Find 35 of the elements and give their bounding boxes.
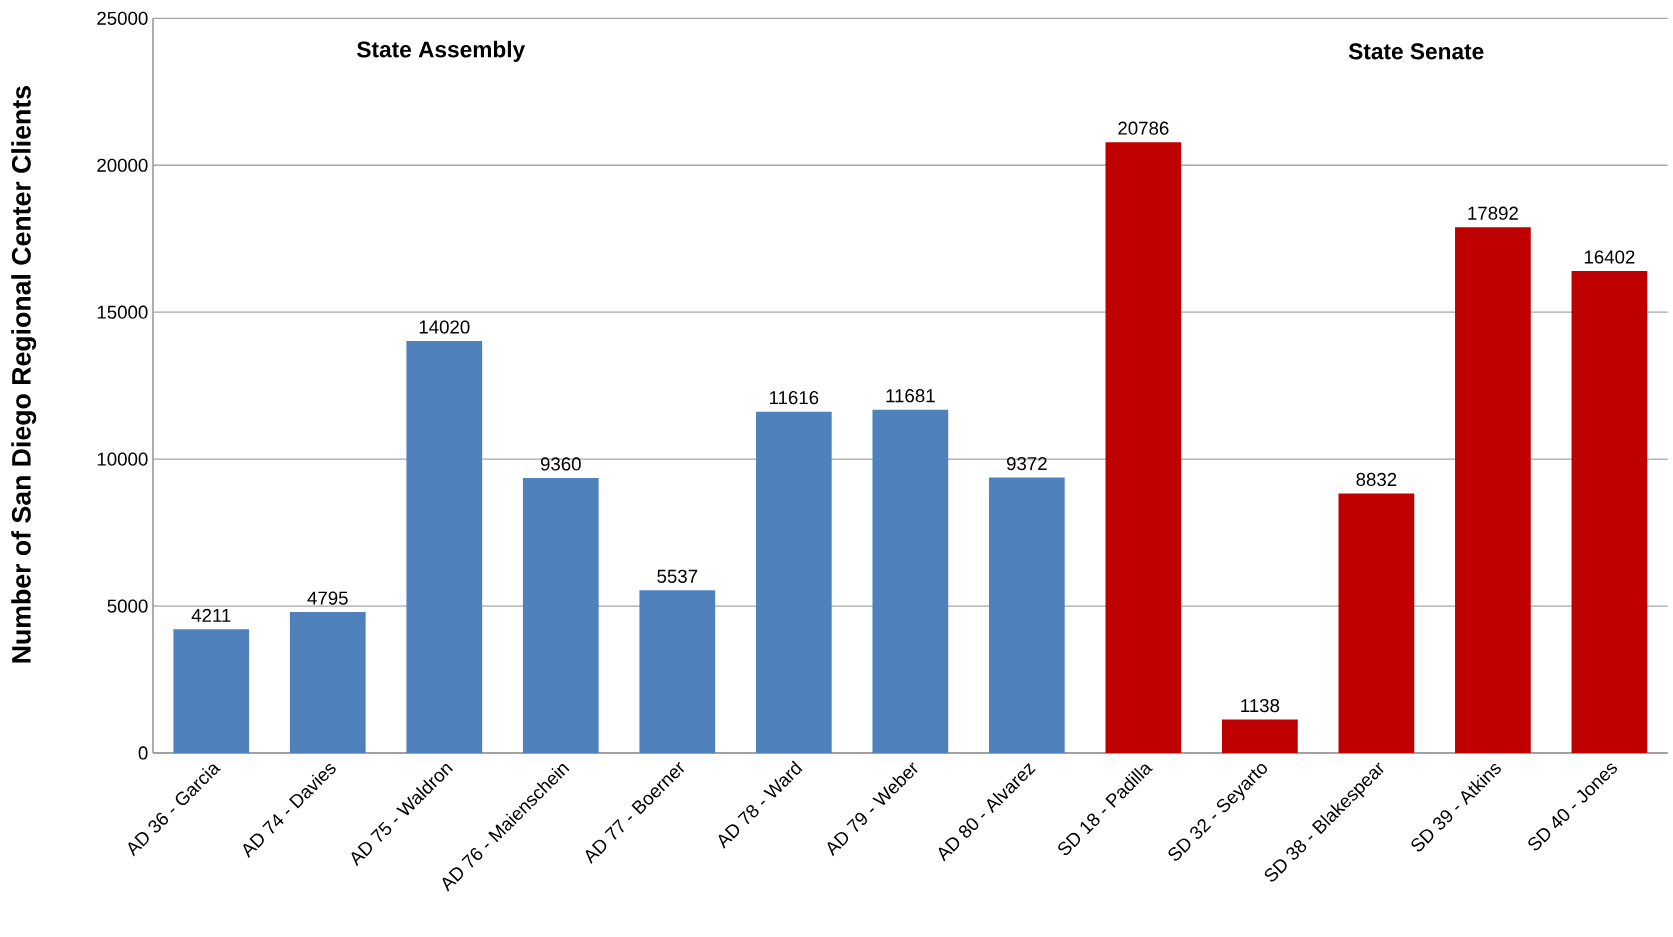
y-tick-label: 20000 (97, 158, 148, 172)
data-label: 11681 (886, 389, 935, 403)
bar (1105, 142, 1182, 753)
y-axis-title: Number of San Diego Regional Center Clients (11, 86, 37, 663)
y-tick-label: 15000 (97, 305, 148, 319)
bar (173, 629, 250, 753)
data-label: 8832 (1356, 472, 1397, 487)
bar (755, 411, 832, 753)
data-label: 4211 (191, 608, 231, 622)
y-tick-label: 5000 (107, 599, 148, 613)
data-label: 9372 (1006, 456, 1047, 471)
data-label: 11616 (769, 391, 819, 405)
bar (1571, 270, 1648, 753)
data-label: 14020 (419, 320, 470, 334)
annotation: State Senate (1348, 43, 1484, 60)
data-label: 9360 (540, 457, 581, 471)
y-tick-label: 10000 (97, 452, 148, 466)
bar (1222, 719, 1298, 753)
bar (872, 409, 949, 753)
data-label: 16402 (1584, 250, 1635, 264)
data-label: 17892 (1468, 206, 1518, 220)
bar (522, 477, 599, 753)
bar (289, 612, 366, 753)
annotation: State Assembly (357, 40, 526, 62)
data-label: 20786 (1118, 121, 1169, 135)
bar (1338, 493, 1415, 753)
bar (406, 340, 483, 753)
bar (1455, 227, 1531, 753)
bar (988, 477, 1065, 753)
y-tick-label: 25000 (97, 11, 148, 25)
data-label: 4795 (307, 591, 348, 605)
y-tick-label: 0 (138, 746, 148, 760)
data-label: 5537 (657, 569, 698, 583)
data-label: 1138 (1241, 698, 1280, 713)
bar (639, 590, 716, 753)
